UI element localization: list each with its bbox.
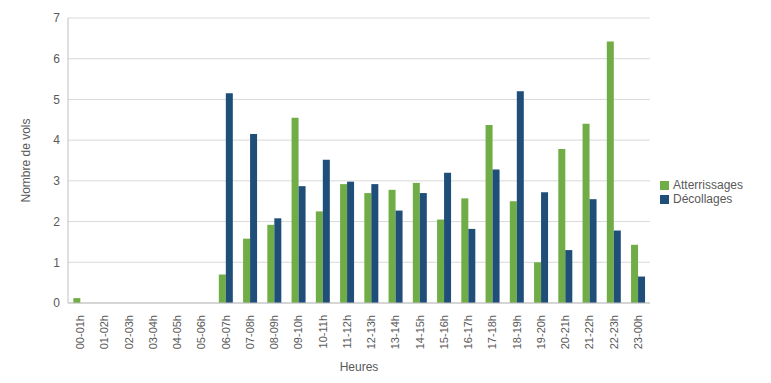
html-text:Atterrissages: Atterrissages [673, 177, 743, 192]
svg-text:7: 7 [53, 11, 60, 25]
html-text:Décollages: Décollages [673, 191, 733, 206]
svg-text:05-06h: 05-06h [195, 315, 207, 349]
svg-text:22-23h: 22-23h [608, 315, 620, 349]
svg-text:12-13h: 12-13h [365, 315, 377, 349]
svg-text:08-09h: 08-09h [268, 315, 280, 349]
svg-text:5: 5 [53, 93, 60, 107]
svg-text:16-17h: 16-17h [462, 315, 474, 349]
svg-text:18-19h: 18-19h [511, 315, 523, 349]
svg-text:0: 0 [53, 296, 60, 310]
svg-text:11-12h: 11-12h [341, 315, 353, 348]
svg-text:19-20h: 19-20h [535, 315, 547, 349]
svg-text:00-01h: 00-01h [74, 315, 86, 349]
svg-text:09-10h: 09-10h [292, 315, 304, 349]
svg-text:01-02h: 01-02h [98, 315, 110, 349]
svg-text:2: 2 [53, 215, 60, 229]
svg-text:06-07h: 06-07h [220, 315, 232, 349]
svg-text:13-14h: 13-14h [389, 315, 401, 349]
svg-text:1: 1 [53, 256, 60, 270]
svg-text:20-21h: 20-21h [559, 315, 571, 349]
svg-text:14-15h: 14-15h [414, 315, 426, 349]
svg-text:Heures: Heures [340, 360, 379, 374]
svg-text:15-16h: 15-16h [438, 315, 450, 349]
svg-text:Nombre de vols: Nombre de vols [19, 118, 33, 202]
svg-text:21-22h: 21-22h [583, 315, 595, 349]
svg-text:03-04h: 03-04h [147, 315, 159, 349]
svg-text:23-00h: 23-00h [632, 315, 644, 349]
svg-text:07-08h: 07-08h [244, 315, 256, 349]
svg-text:17-18h: 17-18h [486, 315, 498, 349]
svg-text:4: 4 [53, 133, 60, 147]
svg-text:3: 3 [53, 174, 60, 188]
svg-text:04-05h: 04-05h [171, 315, 183, 349]
svg-text:6: 6 [53, 52, 60, 66]
svg-text:02-03h: 02-03h [123, 315, 135, 349]
svg-text:10-11h: 10-11h [317, 315, 329, 348]
